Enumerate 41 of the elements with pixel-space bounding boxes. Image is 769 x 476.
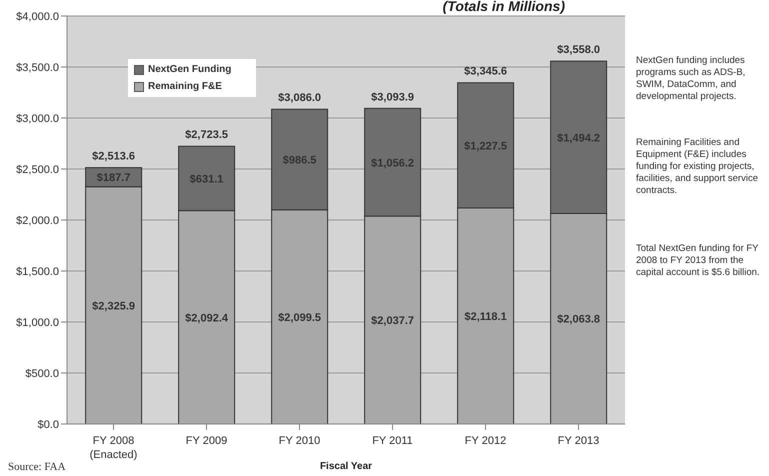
x-axis-title: Fiscal Year [318, 460, 374, 474]
y-tick-label: $1,500.0 [16, 266, 59, 278]
total-label: $2,723.5 [185, 129, 228, 142]
data-label: $2,063.8 [557, 314, 600, 326]
total-label: $3,558.0 [557, 44, 600, 56]
y-tick-label: $500.0 [25, 368, 59, 380]
data-label: $1,056.2 [371, 157, 414, 170]
x-tick-label: FY 2009 [186, 435, 228, 447]
text: NextGen funding includes programs such as ADS-B, SWIM, DataComm, and developmental projects. [636, 55, 746, 103]
total-label: $2,513.6 [92, 150, 136, 163]
legend-label: NextGen Funding [148, 63, 232, 77]
x-tick-label: FY 2010 [278, 435, 320, 447]
chart-title: (Totals in Millions) [442, 0, 566, 14]
y-tick-label: $0.0 [38, 418, 59, 431]
total-label: $3,093.9 [371, 91, 414, 104]
data-label: $187.7 [96, 172, 130, 184]
data-label: $2,092.4 [185, 312, 229, 324]
data-label: $2,037.7 [371, 315, 414, 328]
x-tick-label: FY 2012 [464, 435, 506, 447]
y-tick-label: $2,500.0 [16, 164, 59, 176]
source-note: Source: FAA [8, 460, 66, 474]
text: Remaining Facilities and Equipment (F&E) includes funding for existing projects, facilities, and support service contracts. [636, 137, 759, 197]
data-label: $1,494.2 [557, 132, 600, 144]
y-tick-label: $1,000.0 [16, 316, 59, 329]
data-label: $1,227.5 [464, 140, 508, 152]
total-label: $3,345.6 [464, 66, 508, 78]
x-tick-label: FY 2008 (Enacted) [90, 435, 138, 461]
total-label: $3,086.0 [278, 92, 322, 104]
data-label: $631.1 [190, 173, 224, 186]
legend-label: Remaining F&E [148, 80, 222, 94]
data-label: $2,325.9 [92, 300, 136, 312]
data-label: $986.5 [282, 154, 316, 167]
x-tick-label: FY 2011 [372, 435, 413, 447]
y-tick-label: $3,000.0 [16, 112, 59, 125]
y-tick-label: $4,000.0 [16, 10, 59, 23]
y-tick-label: $3,500.0 [16, 62, 59, 74]
text: Total NextGen funding for FY 2008 to FY 2013 from the capital account is $5.6 billion. [636, 243, 761, 279]
y-tick-label: $2,000.0 [16, 214, 59, 227]
data-label: $2,118.1 [464, 310, 507, 323]
data-label: $2,099.5 [278, 312, 322, 324]
x-tick-label: FY 2013 [558, 435, 600, 447]
